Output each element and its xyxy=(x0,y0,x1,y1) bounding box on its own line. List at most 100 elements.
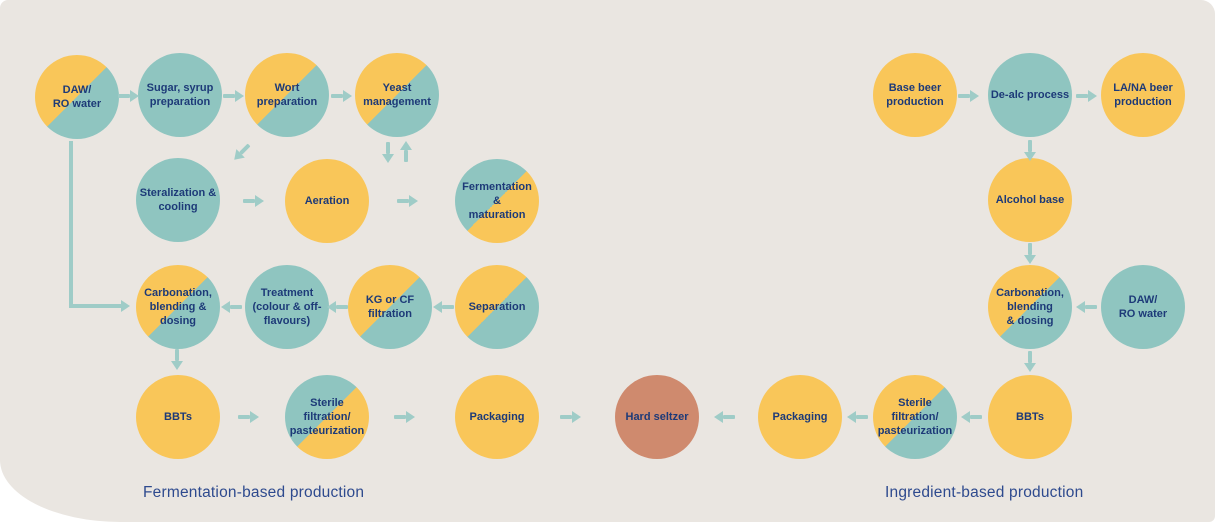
arrow-shaft xyxy=(223,94,235,98)
arrow-wort-to-yeast xyxy=(330,90,352,102)
arrow-shaft xyxy=(1085,305,1097,309)
arrow-wort-to-sterilization xyxy=(229,140,254,165)
arrow-yeast-up xyxy=(400,141,412,163)
arrow-head xyxy=(235,90,244,102)
arrow-shaft xyxy=(1076,94,1088,98)
arrow-head xyxy=(343,90,352,102)
arrow-packaging-to-hard-seltzer xyxy=(559,411,581,423)
arrow-aeration-to-fermentation xyxy=(396,195,418,207)
connector-daw-horizontal-line xyxy=(69,304,121,308)
arrow-shaft xyxy=(1028,243,1032,255)
arrow-packaging-right-to-hard-seltzer xyxy=(714,411,736,423)
node-sterile-filtration-pasteurization-left: Sterile filtration/ pasteurization xyxy=(285,375,369,459)
arrow-head xyxy=(961,411,970,423)
arrow-shaft xyxy=(1028,140,1032,152)
connector-daw-arrow-head xyxy=(121,300,130,312)
arrow-daw-to-sugar xyxy=(117,90,139,102)
arrow-shaft xyxy=(970,415,982,419)
arrow-shaft xyxy=(958,94,970,98)
arrow-head xyxy=(250,411,259,423)
node-packaging-right: Packaging xyxy=(758,375,842,459)
arrow-separation-to-kgcf xyxy=(433,301,455,313)
arrow-shaft xyxy=(243,199,255,203)
arrow-shaft xyxy=(394,415,406,419)
node-yeast-management: Yeast management xyxy=(355,53,439,137)
arrow-shaft xyxy=(336,305,348,309)
node-kg-cf-filtration: KG or CF filtration xyxy=(348,265,432,349)
node-fermentation-maturation: Fermentation & maturation xyxy=(455,159,539,243)
arrow-shaft xyxy=(331,94,343,98)
arrow-kgcf-to-treatment xyxy=(327,301,349,313)
arrow-head xyxy=(433,301,442,313)
node-daw-ro-water-left: DAW/ RO water xyxy=(35,55,119,139)
arrow-head xyxy=(1076,301,1085,313)
arrow-sterilization-to-aeration xyxy=(242,195,264,207)
node-packaging-left: Packaging xyxy=(455,375,539,459)
arrow-shaft xyxy=(238,415,250,419)
node-wort-preparation: Wort preparation xyxy=(245,53,329,137)
node-bbts-right: BBTs xyxy=(988,375,1072,459)
arrow-head xyxy=(327,301,336,313)
arrow-bbts-to-sterile-left xyxy=(237,411,259,423)
arrow-alcohol-base-to-carbonation xyxy=(1024,242,1036,264)
node-carbonation-blending-dosing-right: Carbonation, blending & dosing xyxy=(988,265,1072,349)
arrow-carbonation-to-bbts-left xyxy=(171,348,183,370)
arrow-head xyxy=(409,195,418,207)
node-sterilization-cooling: Steralization & cooling xyxy=(136,158,220,242)
arrow-yeast-down xyxy=(382,141,394,163)
arrow-head xyxy=(572,411,581,423)
arrow-shaft xyxy=(1028,351,1032,363)
node-separation: Separation xyxy=(455,265,539,349)
arrow-head xyxy=(406,411,415,423)
arrow-head xyxy=(970,90,979,102)
arrow-head xyxy=(1024,152,1036,161)
arrow-shaft xyxy=(856,415,868,419)
arrow-shaft xyxy=(442,305,454,309)
arrow-head xyxy=(1024,255,1036,264)
arrow-head xyxy=(847,411,856,423)
node-base-beer-production: Base beer production xyxy=(873,53,957,137)
section-label-fermentation: Fermentation-based production xyxy=(143,484,365,501)
arrow-head xyxy=(714,411,723,423)
node-treatment-colour-off-flavours: Treatment (colour & off- flavours) xyxy=(245,265,329,349)
arrow-head xyxy=(382,154,394,163)
arrow-shaft xyxy=(175,349,179,361)
arrow-head xyxy=(255,195,264,207)
node-hard-seltzer: Hard seltzer xyxy=(615,375,699,459)
arrow-sugar-to-wort xyxy=(222,90,244,102)
arrow-shaft xyxy=(560,415,572,419)
node-bbts-left: BBTs xyxy=(136,375,220,459)
arrow-bbts-to-sterile-right xyxy=(961,411,983,423)
node-alcohol-base: Alcohol base xyxy=(988,158,1072,242)
arrow-shaft xyxy=(118,94,130,98)
arrow-treatment-to-carbonation xyxy=(221,301,243,313)
arrow-sterile-to-packaging-right xyxy=(847,411,869,423)
node-sugar-syrup-preparation: Sugar, syrup preparation xyxy=(138,53,222,137)
arrow-shaft xyxy=(230,305,242,309)
arrow-sterile-to-packaging-left xyxy=(393,411,415,423)
arrow-head xyxy=(171,361,183,370)
arrow-shaft xyxy=(723,415,735,419)
node-la-na-beer-production: LA/NA beer production xyxy=(1101,53,1185,137)
arrow-carbonation-to-bbts-right xyxy=(1024,350,1036,372)
node-sterile-filtration-pasteurization-right: Sterile filtration/ pasteurization xyxy=(873,375,957,459)
arrow-base-beer-to-de-alc xyxy=(957,90,979,102)
arrow-head xyxy=(400,141,412,150)
arrow-daw-right-to-carbonation xyxy=(1076,301,1098,313)
node-daw-ro-water-right: DAW/ RO water xyxy=(1101,265,1185,349)
node-de-alc-process: De-alc process xyxy=(988,53,1072,137)
arrow-shaft xyxy=(404,150,408,162)
arrow-head xyxy=(1024,363,1036,372)
arrow-head xyxy=(1088,90,1097,102)
arrow-head xyxy=(221,301,230,313)
arrow-shaft xyxy=(397,199,409,203)
node-aeration: Aeration xyxy=(285,159,369,243)
arrow-de-alc-to-alcohol-base xyxy=(1024,139,1036,161)
node-carbonation-blending-dosing-left: Carbonation, blending & dosing xyxy=(136,265,220,349)
arrow-shaft xyxy=(386,142,390,154)
arrow-de-alc-to-lana xyxy=(1075,90,1097,102)
connector-daw-vertical-line xyxy=(69,141,73,306)
section-label-ingredient: Ingredient-based production xyxy=(885,484,1084,501)
arrow-head xyxy=(130,90,139,102)
